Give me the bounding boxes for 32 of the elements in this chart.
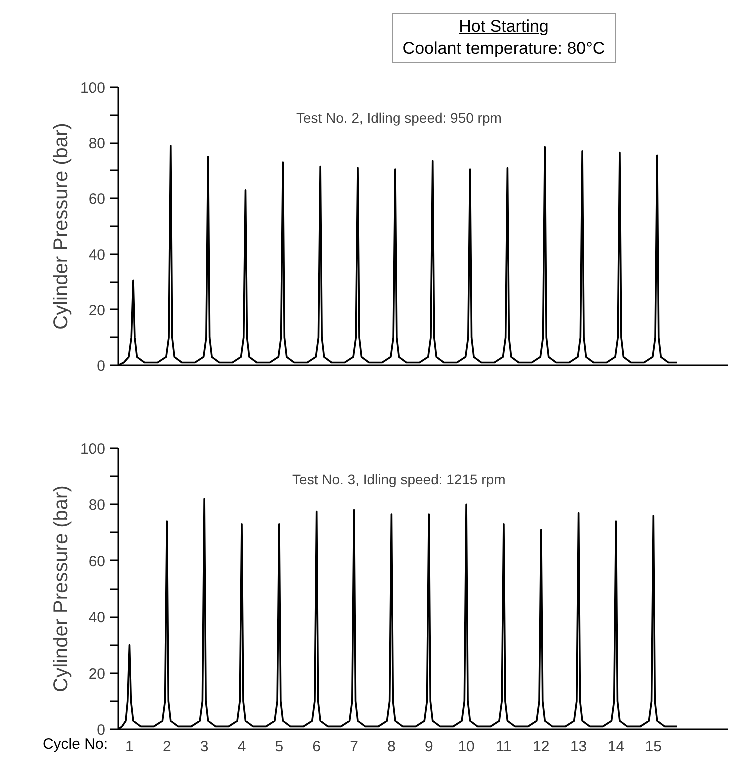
y-tick-label: 20	[88, 666, 106, 683]
y-axis-title: Cylinder Pressure (bar)	[50, 486, 72, 692]
x-tick-label: 12	[533, 738, 550, 756]
annotation: Test No. 2, Idling speed: 950 rpm	[296, 110, 502, 126]
x-tick-label: 15	[645, 738, 662, 756]
x-tick-label: 13	[570, 738, 588, 756]
y-tick-label: 40	[88, 610, 106, 627]
x-tick-label: 11	[496, 738, 512, 756]
x-tick-label: 10	[458, 738, 475, 756]
x-tick-label: 2	[162, 738, 172, 756]
y-tick-label: 100	[80, 80, 106, 97]
x-tick-label: 5	[275, 738, 284, 756]
y-tick-label: 100	[80, 441, 106, 458]
y-axis-title: Cylinder Pressure (bar)	[50, 123, 72, 330]
y-tick-label: 60	[88, 553, 106, 570]
y-tick-label: 80	[88, 497, 106, 514]
y-tick-label: 80	[88, 136, 106, 153]
y-tick-label: 0	[97, 358, 106, 375]
x-tick-label: 9	[424, 738, 434, 756]
x-tick-label: 4	[238, 738, 246, 756]
x-tick-label: 14	[608, 738, 625, 756]
annotation: Test No. 3, Idling speed: 1215 rpm	[292, 471, 506, 488]
y-tick-label: 60	[88, 191, 106, 208]
x-tick-label: 1	[126, 738, 134, 756]
x-tick-label: 6	[312, 738, 322, 756]
x-tick-label: 8	[388, 738, 396, 756]
x-tick-label: 7	[350, 738, 358, 756]
chart-title: Hot Starting	[459, 17, 549, 36]
chart-subtitle: Coolant temperature: 80°C	[402, 39, 606, 58]
y-tick-label: 40	[88, 246, 106, 264]
y-tick-label: 20	[88, 302, 106, 320]
x-tick-label: 3	[200, 738, 209, 756]
